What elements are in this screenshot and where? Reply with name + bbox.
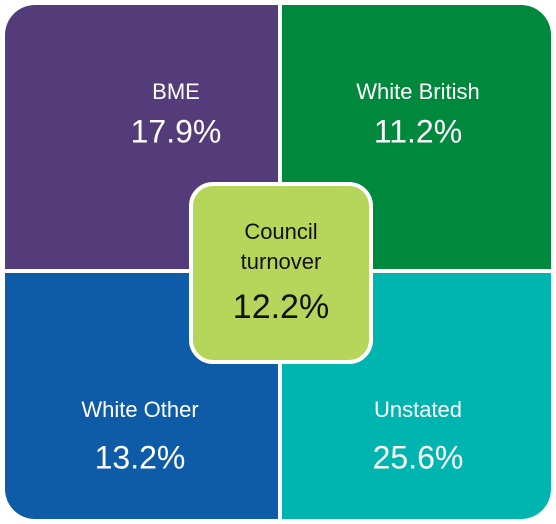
- quadrant-label: White British: [356, 79, 479, 104]
- quadrant-value: 11.2%: [374, 113, 462, 149]
- quadrant-label: Unstated: [374, 397, 462, 422]
- center-label: turnover: [241, 249, 322, 274]
- quadrant-value: 13.2%: [95, 439, 186, 475]
- quadrant-value: 25.6%: [373, 439, 464, 475]
- center-label: Council: [244, 219, 317, 244]
- quadrant-label: BME: [152, 79, 200, 104]
- quadrant-value: 17.9%: [131, 113, 222, 149]
- center-box: [189, 182, 373, 364]
- center-value: 12.2%: [233, 288, 329, 326]
- quadrant-label: White Other: [81, 397, 198, 422]
- quadrants: [5, 5, 551, 519]
